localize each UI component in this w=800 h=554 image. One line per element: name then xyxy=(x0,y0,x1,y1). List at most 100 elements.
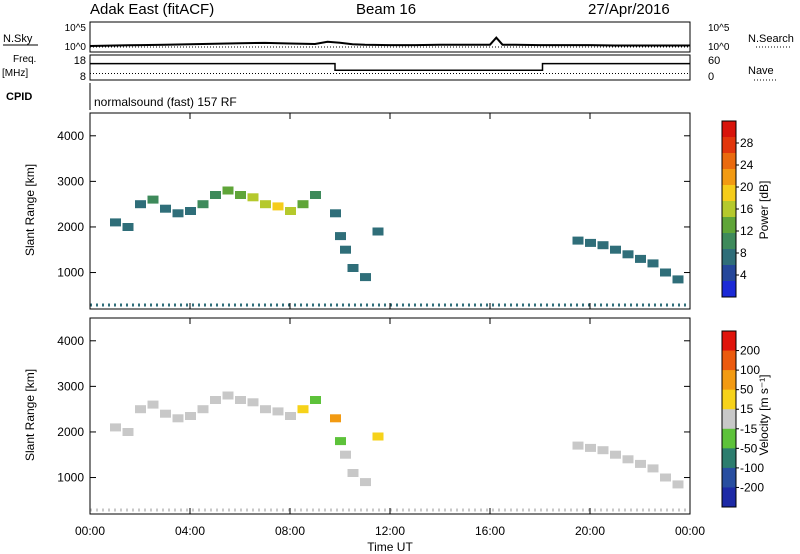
velocity-point xyxy=(310,396,321,404)
velocity-point xyxy=(160,409,171,418)
power-point xyxy=(285,207,296,215)
velocity-axis: 4000 3000 2000 1000 xyxy=(57,334,690,485)
velocity-cbar-label: Velocity [m s⁻¹] xyxy=(757,374,771,455)
power-cbar-segment xyxy=(722,121,736,138)
noise-panel-frame xyxy=(89,21,691,53)
velocity-cbar-segment xyxy=(722,350,736,371)
velocity-cbar-segment xyxy=(722,331,736,352)
power-cbar-segment xyxy=(722,217,736,234)
power-point xyxy=(597,241,609,250)
power-cbar-tick-label: 4 xyxy=(740,268,747,282)
power-ytick-label: 2000 xyxy=(57,220,84,234)
velocity-point xyxy=(335,437,346,446)
power-point xyxy=(197,200,209,209)
nave-tick-bottom: 0 xyxy=(708,71,714,83)
velocity-point xyxy=(372,432,384,441)
velocity-colorbar: 200 100 50 15 -15 -50 -100 -200 xyxy=(721,330,764,508)
power-cbar-segment xyxy=(722,249,736,266)
x-tick-label: 20:00 xyxy=(575,524,605,538)
velocity-point xyxy=(610,450,621,459)
nsky-label: N.Sky xyxy=(3,33,33,45)
nsky-line xyxy=(89,36,690,47)
power-point xyxy=(297,200,309,209)
velocity-cbar-tick-label: -50 xyxy=(740,441,758,455)
power-colorbar: 28 24 20 16 12 8 4 xyxy=(721,120,754,298)
velocity-cbar-frame xyxy=(721,330,737,508)
power-cbar-segment xyxy=(722,137,736,154)
velocity-point xyxy=(235,396,246,404)
velocity-point xyxy=(147,400,159,409)
power-point xyxy=(647,259,659,268)
power-point xyxy=(135,200,146,209)
velocity-cbar-segment xyxy=(722,467,736,488)
power-ylabel: Slant Range [km] xyxy=(23,164,37,256)
velocity-ytick-label: 4000 xyxy=(57,334,84,348)
nsearch-label: N.Search xyxy=(748,33,794,45)
power-point xyxy=(260,200,271,209)
velocity-point xyxy=(272,407,284,416)
power-axis: 4000 3000 2000 1000 xyxy=(57,129,690,280)
power-point xyxy=(110,218,121,227)
power-point xyxy=(272,202,284,211)
power-point xyxy=(660,268,671,277)
velocity-point xyxy=(285,412,296,420)
velocity-cbar-tick-label: 15 xyxy=(740,402,754,416)
freq-panel-frame xyxy=(89,54,691,81)
velocity-cbar-tick-label: 100 xyxy=(740,363,760,377)
freq-unit: [MHz] xyxy=(2,68,28,79)
freq-tick-top: 18 xyxy=(74,55,86,67)
velocity-cbar-segment xyxy=(722,487,736,508)
velocity-point xyxy=(360,478,371,487)
noise-tick-left-bottom: 10^0 xyxy=(65,42,87,53)
power-cbar-segment xyxy=(722,201,736,218)
power-ytick-label: 1000 xyxy=(57,266,84,280)
velocity-point xyxy=(635,459,646,468)
velocity-point xyxy=(135,405,146,414)
power-point xyxy=(572,236,584,245)
power-point xyxy=(340,245,351,254)
power-data xyxy=(90,186,690,307)
velocity-cbar-tick-label: -100 xyxy=(740,461,764,475)
power-ytick-label: 4000 xyxy=(57,129,84,143)
power-point xyxy=(372,227,384,236)
velocity-point xyxy=(572,441,584,450)
noise-tick-right-bottom: 10^0 xyxy=(708,42,730,53)
power-ytick-label: 3000 xyxy=(57,174,84,188)
velocity-cbar-tick-label: 200 xyxy=(740,344,760,358)
velocity-point xyxy=(297,405,309,414)
velocity-point xyxy=(647,464,659,473)
x-axis-label: Time UT xyxy=(367,540,413,554)
power-cbar-tick-label: 28 xyxy=(740,136,754,150)
noise-tick-left-top: 10^5 xyxy=(65,23,87,34)
velocity-point xyxy=(672,480,684,489)
nave-tick-top: 60 xyxy=(708,55,720,67)
power-cbar-segment xyxy=(722,233,736,250)
velocity-point xyxy=(260,405,271,414)
power-cbar-segment xyxy=(722,185,736,202)
x-tick-label: 04:00 xyxy=(175,524,205,538)
velocity-cbar-segment xyxy=(722,409,736,430)
cpid-label: CPID xyxy=(6,91,32,103)
power-point xyxy=(247,193,259,202)
velocity-ytick-label: 1000 xyxy=(57,471,84,485)
velocity-point xyxy=(185,412,196,420)
velocity-point xyxy=(340,450,351,459)
x-tick-label: 00:00 xyxy=(75,524,105,538)
velocity-point xyxy=(172,414,184,423)
velocity-cbar-segment xyxy=(722,370,736,391)
power-cbar-segment xyxy=(722,169,736,186)
velocity-point xyxy=(247,398,259,407)
power-point xyxy=(347,264,359,272)
velocity-point xyxy=(122,428,134,436)
power-point xyxy=(310,191,321,199)
power-point xyxy=(122,223,134,231)
velocity-point xyxy=(660,473,671,482)
cpid-text: normalsound (fast) 157 RF xyxy=(94,95,237,109)
velocity-point xyxy=(222,391,234,400)
power-point xyxy=(330,209,341,218)
power-point xyxy=(360,273,371,282)
power-point xyxy=(235,191,246,199)
power-point xyxy=(585,238,596,247)
power-cbar-tick-label: 20 xyxy=(740,180,754,194)
power-cbar-tick-label: 8 xyxy=(740,246,747,260)
